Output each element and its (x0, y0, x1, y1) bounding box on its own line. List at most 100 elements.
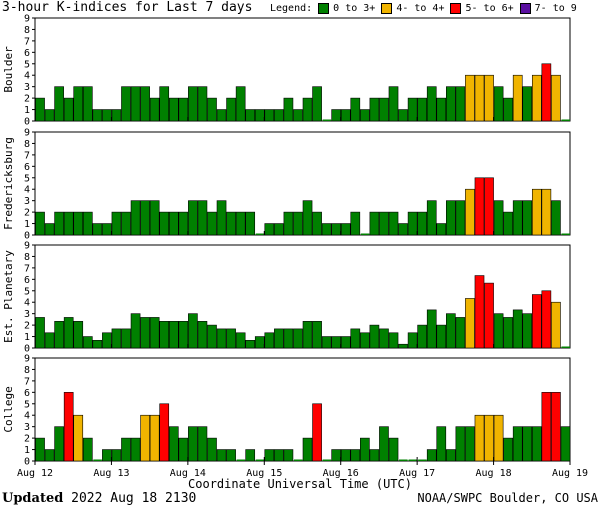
k-bar (168, 97, 179, 122)
k-bar (446, 449, 456, 462)
y-tick-label: 2 (24, 94, 30, 105)
y-tick-label: 9 (24, 241, 30, 252)
k-bar (369, 449, 380, 462)
k-bar (512, 74, 523, 122)
y-tick-label: 0 (24, 457, 30, 468)
y-tick-label: 4 (24, 411, 30, 422)
y-tick-label: 0 (24, 344, 30, 355)
x-tick-label: Aug 16 (323, 468, 359, 478)
k-bar (417, 324, 427, 349)
k-bar (426, 200, 437, 236)
k-bar (302, 97, 313, 122)
legend-swatch-yellow (381, 3, 393, 14)
k-bar (63, 211, 74, 236)
y-tick-label: 4 (24, 185, 30, 196)
y-tick-label: 1 (24, 332, 30, 343)
legend-swatch-green (318, 3, 330, 14)
k-bar (149, 97, 160, 122)
k-bar (82, 86, 93, 122)
k-bar (541, 392, 552, 462)
panel-label: Fredericksburg (2, 137, 15, 230)
k-bar (484, 282, 494, 349)
k-bar (274, 449, 284, 462)
k-bar (82, 211, 93, 236)
k-bar (522, 426, 533, 462)
k-bar (531, 294, 542, 349)
k-bar (474, 275, 485, 349)
k-bar (541, 188, 552, 236)
k-bar (388, 86, 399, 122)
k-bar (216, 200, 227, 236)
k-bar (522, 200, 533, 236)
k-bar (245, 340, 256, 349)
k-bar (379, 97, 389, 122)
k-bar (436, 324, 447, 349)
k-bar (130, 313, 141, 349)
k-bar (283, 328, 294, 349)
k-bar (407, 211, 418, 236)
k-bar (54, 86, 64, 122)
y-tick-label: 2 (24, 208, 30, 219)
y-tick-label: 8 (24, 252, 30, 263)
k-bar (178, 97, 189, 122)
k-bar (92, 340, 103, 349)
x-tick-label: Aug 15 (246, 468, 282, 478)
k-bar (379, 328, 389, 349)
k-bar (312, 321, 322, 349)
y-tick-label: 8 (24, 139, 30, 150)
legend-label: 4- to 4+ (396, 3, 445, 14)
k-bar (73, 211, 84, 236)
y-tick-label: 3 (24, 422, 30, 433)
legend-item-7-to-9: 7- to 9 (519, 3, 577, 14)
updated-label: Updated (2, 491, 64, 506)
k-bar (418, 459, 427, 461)
k-bar (465, 188, 475, 236)
panel-label: Est. Planetary (2, 250, 15, 343)
k-bar (503, 437, 513, 462)
k-bar (350, 328, 361, 349)
k-bar (226, 97, 236, 122)
y-tick-label: 5 (24, 399, 30, 410)
k-bar (35, 211, 45, 236)
k-bar (73, 86, 84, 122)
k-bar (283, 211, 294, 236)
k-bar (531, 188, 542, 236)
k-bar (168, 321, 179, 349)
k-bar (561, 346, 570, 348)
k-bar (63, 392, 74, 462)
k-bar (35, 97, 45, 122)
k-bar (551, 392, 561, 462)
k-bar (455, 426, 466, 462)
k-bar (207, 97, 217, 122)
k-bar (331, 223, 342, 236)
y-tick-label: 8 (24, 365, 30, 376)
y-tick-label: 5 (24, 173, 30, 184)
k-bar (54, 321, 64, 349)
k-bar (561, 119, 570, 121)
k-bar (216, 328, 227, 349)
k-bar (245, 449, 256, 462)
k-bar (350, 97, 361, 122)
k-bar (446, 313, 456, 349)
y-tick-label: 1 (24, 445, 30, 456)
k-bar (388, 211, 399, 236)
k-bar (178, 211, 189, 236)
k-bar (73, 321, 84, 349)
legend-item-5-to-6: 5- to 6+ (450, 3, 514, 14)
k-bar (302, 437, 313, 462)
k-bar (140, 317, 150, 349)
k-bar (235, 332, 246, 349)
k-bar (465, 298, 475, 349)
y-tick-label: 7 (24, 150, 30, 161)
x-tick-label: Aug 14 (170, 468, 206, 478)
k-bar (484, 74, 494, 122)
k-bar (493, 86, 504, 122)
y-tick-label: 7 (24, 36, 30, 47)
y-tick-label: 6 (24, 162, 30, 173)
k-bar (302, 200, 313, 236)
legend-label: 0 to 3+ (333, 3, 376, 14)
k-bar (159, 403, 170, 462)
k-bar (178, 437, 189, 462)
k-bar (369, 211, 380, 236)
